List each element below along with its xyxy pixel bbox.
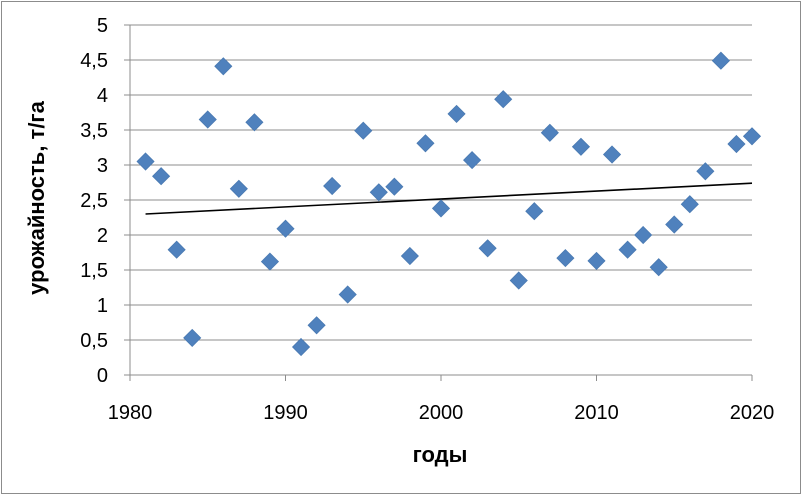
- y-tick-label: 1,5: [80, 260, 108, 282]
- data-point: [152, 167, 171, 186]
- x-tick-label: 2000: [419, 402, 464, 424]
- data-point: [323, 176, 342, 196]
- x-tick-label: 2010: [574, 402, 619, 424]
- data-point: [167, 240, 186, 259]
- data-point: [183, 328, 202, 347]
- y-axis-title: урожайность, т/га: [24, 100, 49, 294]
- data-point: [680, 195, 699, 214]
- data-points: [136, 51, 762, 357]
- x-tick-label: 1990: [263, 402, 308, 424]
- data-point: [136, 152, 155, 171]
- data-point: [463, 151, 482, 170]
- trendline: [145, 182, 753, 215]
- data-point: [385, 177, 404, 196]
- x-tick-label: 2020: [730, 402, 775, 424]
- data-point: [602, 145, 622, 164]
- data-point: [276, 219, 295, 238]
- data-point: [509, 271, 528, 290]
- y-tick-label: 4: [97, 85, 108, 107]
- data-point: [649, 258, 668, 277]
- data-point: [634, 225, 653, 245]
- data-point: [245, 113, 264, 132]
- y-tick-label: 0: [97, 365, 108, 387]
- data-point: [540, 123, 559, 142]
- y-tick-label: 1: [97, 295, 108, 317]
- x-tick-label: 1980: [108, 402, 153, 424]
- data-point: [556, 249, 575, 268]
- data-point: [665, 215, 684, 234]
- x-axis-title: годы: [413, 442, 468, 467]
- data-point: [354, 121, 373, 140]
- data-point: [416, 134, 435, 153]
- y-tick-label: 0,5: [80, 330, 108, 352]
- data-point: [525, 202, 544, 221]
- data-point: [338, 285, 357, 304]
- data-point: [618, 240, 637, 259]
- data-point: [587, 251, 606, 270]
- data-point: [494, 90, 513, 109]
- x-tick-labels: 1980 1990 2000 2010 2020: [108, 402, 775, 424]
- data-point: [229, 179, 248, 198]
- y-tick-label: 5: [97, 15, 108, 37]
- data-point: [447, 104, 466, 123]
- data-point: [478, 239, 497, 258]
- data-point: [198, 110, 217, 129]
- data-point: [711, 51, 730, 70]
- trendline-layer: [145, 182, 753, 215]
- data-point: [369, 183, 388, 202]
- data-point: [307, 316, 326, 335]
- y-tick-labels: 0 0,5 1 1,5 2 2,5 3 3,5 4 4,5 5: [80, 15, 108, 387]
- y-tick-label: 3,5: [80, 120, 108, 142]
- y-tick-label: 4,5: [80, 50, 108, 72]
- data-point: [260, 252, 280, 271]
- data-point: [214, 57, 233, 76]
- y-tick-label: 3: [97, 155, 108, 177]
- data-point: [742, 127, 762, 146]
- data-point: [571, 137, 591, 156]
- data-point: [696, 162, 715, 181]
- axes: [124, 24, 753, 381]
- data-point: [431, 199, 451, 218]
- data-point: [400, 246, 419, 266]
- data-point: [291, 337, 311, 357]
- y-tick-label: 2: [97, 225, 108, 247]
- y-tick-label: 2,5: [80, 190, 108, 212]
- data-point: [727, 134, 746, 154]
- gridlines: [130, 24, 752, 341]
